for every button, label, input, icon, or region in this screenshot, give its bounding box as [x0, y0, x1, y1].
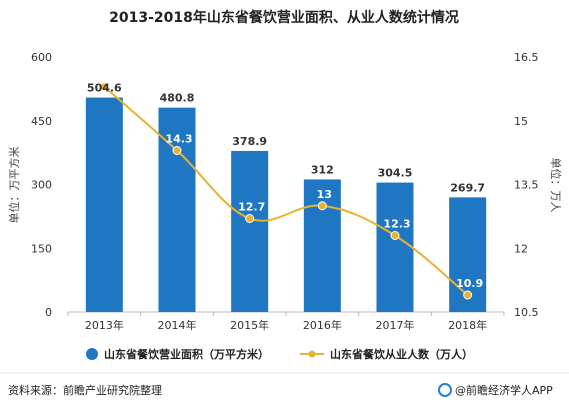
footer-brand: @前瞻经济学人APP [438, 383, 553, 397]
footer-brand-text: @前瞻经济学人APP [455, 383, 553, 397]
bar-series [85, 97, 487, 312]
left-tick-label: 150 [31, 242, 52, 255]
line-point [99, 82, 109, 92]
left-tick-label: 450 [31, 115, 52, 128]
chart-title: 2013-2018年山东省餐饮营业面积、从业人数统计情况 [109, 9, 459, 26]
right-tick-label: 12 [514, 242, 528, 255]
bar [231, 150, 269, 312]
left-tick-label: 600 [31, 51, 52, 64]
bar [85, 97, 123, 312]
x-tick-label: 2015年 [230, 318, 269, 332]
bar-value-label: 304.5 [378, 167, 413, 180]
right-tick-label: 13.5 [514, 179, 539, 192]
footer-source: 资料来源：前瞻产业研究院整理 [8, 383, 162, 397]
bar [376, 182, 414, 312]
line-value-label: 10.9 [456, 277, 483, 290]
line-point [317, 201, 327, 211]
line-point [463, 290, 473, 300]
line-point [245, 214, 255, 223]
legend-bar-label: 山东省餐饮营业面积（万平方米） [104, 347, 269, 361]
right-axis-title: 单位：万人 [549, 158, 563, 213]
line-point [172, 146, 182, 155]
left-tick-label: 300 [31, 179, 52, 192]
right-axis: 10.5 12 13.5 15 16.5 [514, 51, 539, 319]
line-value-label: 12.7 [238, 201, 265, 214]
bar-value-label: 269.7 [450, 181, 485, 194]
x-tick-label: 2016年 [303, 318, 342, 332]
x-tick-label: 2013年 [85, 318, 124, 332]
bar-value-label: 312 [311, 163, 334, 176]
legend: 山东省餐饮营业面积（万平方米） 山东省餐饮从业人数（万人） [86, 347, 473, 361]
bar-value-label: 504.6 [87, 82, 122, 95]
x-tick-label: 2014年 [158, 318, 197, 332]
line-point [390, 231, 400, 240]
line-value-label: 13 [317, 188, 332, 201]
x-tick-label: 2018年 [448, 318, 487, 332]
right-tick-label: 15 [514, 115, 528, 128]
line-value-label: 12.3 [383, 218, 410, 231]
bar-value-label: 378.9 [232, 135, 267, 148]
x-tick-label: 2017年 [376, 318, 415, 332]
line-path [103, 85, 469, 296]
right-tick-label: 10.5 [514, 306, 539, 319]
line-value-label: 14.3 [165, 133, 192, 146]
legend-bar-marker [86, 348, 98, 360]
brand-logo-icon [438, 383, 452, 397]
bar-value-label: 480.8 [160, 92, 195, 105]
legend-line-label: 山东省餐饮从业人数（万人） [330, 347, 473, 361]
right-tick-label: 16.5 [514, 51, 539, 64]
legend-line-dot [308, 350, 316, 358]
left-tick-label: 0 [45, 306, 52, 319]
left-axis: 0 150 300 450 600 [31, 51, 52, 319]
x-axis-ticks: 2013年 2014年 2015年 2016年 2017年 2018年 [67, 312, 505, 332]
left-axis-title: 单位：万平方米 [7, 147, 21, 224]
line-series [99, 82, 473, 300]
bar [158, 107, 196, 312]
data-labels: 504.6 480.8 378.9 312 304.5 269.7 14.3 12.7 13 12… [87, 82, 485, 290]
